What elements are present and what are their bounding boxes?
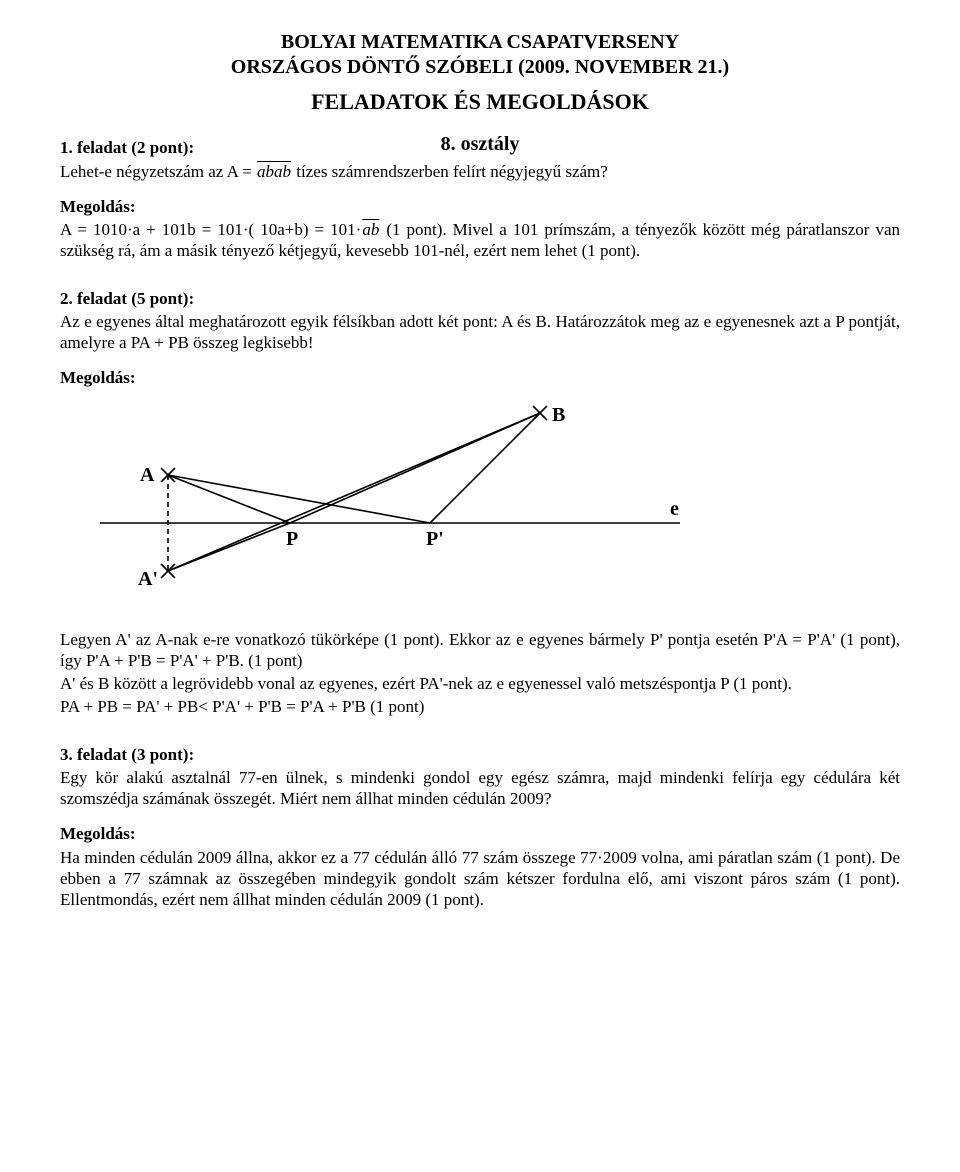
svg-text:P: P [286,528,298,550]
task-1-solution: A = 1010·a + 101b = 101·( 10a+b) = 101·a… [60,219,900,262]
task-2-solution-p1: Legyen A' az A-nak e-re vonatkozó tükörk… [60,629,900,672]
task-2-question: Az e egyenes által meghatározott egyik f… [60,311,900,354]
task-1-q-overline: abab [256,162,292,181]
task-2-solution-p3: PA + PB = PA' + PB< P'A' + P'B = P'A + P… [60,696,900,717]
task-2-diagram: A A' B P P' e [60,395,700,615]
task-3-head: 3. feladat (3 pont): [60,745,194,764]
document-header: BOLYAI MATEMATIKA CSAPATVERSENY ORSZÁGOS… [60,30,900,116]
task-1-question: Lehet-e négyzetszám az A = abab tízes sz… [60,161,900,182]
task-3-question: Egy kör alakú asztalnál 77-en ülnek, s m… [60,767,900,810]
title-line-1: BOLYAI MATEMATIKA CSAPATVERSENY [60,30,900,55]
title-line-2: ORSZÁGOS DÖNTŐ SZÓBELI (2009. NOVEMBER 2… [60,55,900,80]
svg-text:P': P' [426,528,444,550]
task-1-q-post: tízes számrendszerben felírt négyjegyű s… [292,162,608,181]
task-3-solution-label: Megoldás: [60,823,900,844]
task-2: 2. feladat (5 pont): Az e egyenes által … [60,288,900,718]
task-1-q-pre: Lehet-e négyzetszám az A = [60,162,256,181]
task-2-solution-label: Megoldás: [60,367,900,388]
task-1-head: 1. feladat (2 pont): [60,138,194,157]
svg-text:e: e [670,498,679,520]
task-3-solution: Ha minden cédulán 2009 állna, akkor ez a… [60,847,900,911]
task-1-s-overline: ab [361,220,380,239]
svg-text:A: A [140,464,155,486]
title-line-3: FELADATOK ÉS MEGOLDÁSOK [60,88,900,116]
svg-text:A': A' [138,568,158,590]
task-2-solution-p2: A' és B között a legrövidebb vonal az eg… [60,673,900,694]
task-3: 3. feladat (3 pont): Egy kör alakú aszta… [60,744,900,911]
task-1-solution-label: Megoldás: [60,196,900,217]
task-1: 1. feladat (2 pont): 8. osztály Lehet-e … [60,132,900,262]
task-1-s-pre: A = 1010·a + 101b = 101·( 10a+b) = 101· [60,220,361,239]
svg-text:B: B [552,404,565,426]
task-2-head: 2. feladat (5 pont): [60,289,194,308]
grade-label: 8. osztály [343,132,618,157]
